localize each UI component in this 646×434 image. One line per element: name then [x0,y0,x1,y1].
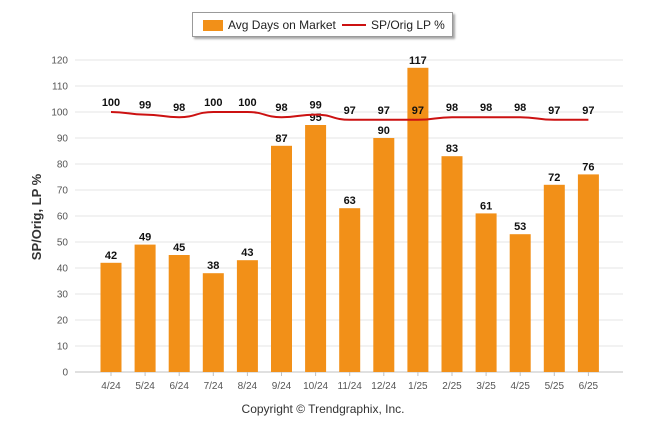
bar [509,234,531,372]
line-value-label: 98 [514,102,526,114]
line-value-label: 99 [309,100,321,112]
line-value-label: 97 [378,105,390,117]
x-tick-label: 10/24 [303,381,328,392]
bar-value-label: 87 [275,133,287,145]
x-axis-ticks: 4/24 5/24 6/24 7/24 8/24 9/24 10/24 11/24 12/24 1… [101,372,599,392]
x-tick-label: 9/24 [272,381,292,392]
legend-item-line[interactable]: SP/Orig LP % [342,18,445,32]
bar [475,213,497,372]
y-tick-label: 90 [57,134,69,145]
bar [100,262,122,372]
y-tick-label: 120 [51,56,68,67]
copyright-text: Copyright © Trendgraphix, Inc. [241,402,405,416]
line-value-label: 98 [275,102,287,114]
y-tick-label: 80 [57,160,69,171]
x-tick-label: 5/24 [135,381,155,392]
x-tick-label: 4/25 [510,381,530,392]
legend-bar-swatch [203,19,223,31]
bar [168,255,190,372]
bar [305,125,327,372]
x-tick-label: 6/24 [169,381,189,392]
y-tick-label: 30 [57,290,69,301]
line-value-label: 99 [139,100,151,112]
y-tick-label: 20 [57,316,69,327]
line-value-label: 97 [344,105,356,117]
bar-value-label: 49 [139,232,151,244]
y-tick-label: 50 [57,238,69,249]
line-value-label: 97 [412,105,424,117]
x-tick-label: 5/25 [545,381,565,392]
bar-value-label: 43 [241,247,253,259]
bar-value-label: 76 [582,161,594,173]
legend-item-bar[interactable]: Avg Days on Market [203,18,336,32]
legend: Avg Days on Market SP/Orig LP % [192,12,453,37]
y-tick-label: 60 [57,212,69,223]
line-value-label: 97 [548,105,560,117]
x-tick-label: 6/25 [579,381,599,392]
x-tick-label: 12/24 [371,381,396,392]
bar-value-label: 63 [344,195,356,207]
bar-value-label: 90 [378,125,390,137]
x-tick-label: 8/24 [238,381,258,392]
bar-value-label: 45 [173,242,185,254]
bar [271,145,292,372]
bar [373,138,395,372]
x-tick-label: 7/24 [204,381,224,392]
line-value-label: 97 [582,105,594,117]
y-tick-label: 0 [62,368,68,379]
x-tick-label: 3/25 [476,381,496,392]
legend-line-swatch [342,24,366,26]
y-tick-label: 100 [51,108,68,119]
y-tick-label: 70 [57,186,69,197]
bar-value-label: 83 [446,143,458,155]
line-value-label: 98 [446,102,458,114]
y-tick-label: 40 [57,264,69,275]
line-value-label: 100 [102,97,120,109]
x-tick-label: 1/25 [408,381,428,392]
bar [339,208,361,372]
x-tick-label: 11/24 [338,381,363,392]
bar [236,260,258,372]
bar-value-label: 38 [207,260,219,272]
line-value-label: 100 [238,97,256,109]
y-axis-ticks: 0 10 20 30 40 50 60 70 80 90 100 110 120 [51,56,68,379]
bar-value-label: 42 [105,250,117,262]
bar-value-label: 72 [548,172,560,184]
line-value-label: 98 [173,102,185,114]
bar [577,174,599,372]
line-value-label: 98 [480,102,492,114]
x-tick-label: 2/25 [442,381,462,392]
bar [202,273,224,372]
bar-value-label: 61 [480,200,492,212]
line-path [110,111,589,121]
line-value-label: 100 [204,97,222,109]
line-series [110,111,589,121]
bar-value-label: 53 [514,221,526,233]
bar [134,244,156,372]
bar-value-label: 117 [409,55,427,67]
bar-series [100,67,599,373]
bar [543,184,565,372]
bar [441,156,463,372]
bar [407,67,429,373]
line-data-labels: 100 99 98 100 100 98 99 97 97 97 98 98 98 97 97 [102,97,595,117]
legend-line-label: SP/Orig LP % [371,18,445,32]
x-tick-label: 4/24 [101,381,121,392]
legend-bar-label: Avg Days on Market [228,18,336,32]
y-axis-title: SP/Orig, LP % [29,173,44,260]
y-tick-label: 10 [57,342,69,353]
y-tick-label: 110 [52,82,68,93]
